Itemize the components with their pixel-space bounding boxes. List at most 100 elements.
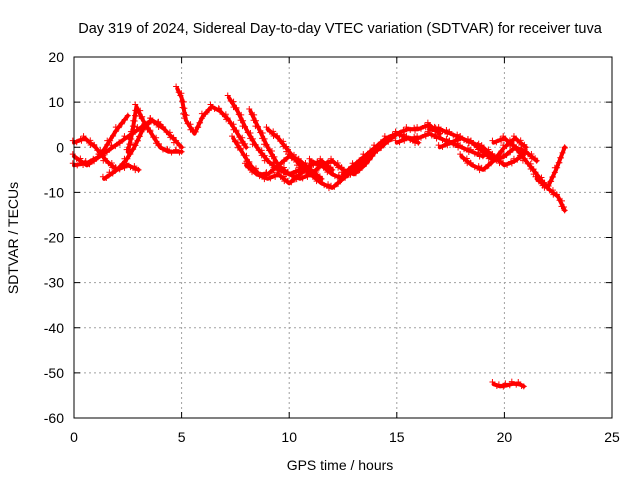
y-tick-label: -60 (44, 410, 64, 426)
data-point-marker (489, 379, 496, 386)
data-point-marker (495, 152, 502, 159)
data-point-marker (263, 155, 270, 162)
data-point-marker (181, 115, 188, 122)
data-point-marker (229, 133, 236, 140)
y-tick-label: 0 (56, 139, 64, 155)
data-point-marker (147, 115, 154, 122)
data-point-marker (450, 132, 457, 139)
data-point-marker (561, 144, 568, 151)
data-point-marker (457, 133, 464, 140)
data-point-marker (418, 125, 425, 132)
data-point-marker (180, 98, 187, 105)
data-point-marker (290, 151, 297, 158)
data-point-marker (317, 178, 324, 185)
series-band (72, 136, 141, 172)
data-point-marker (271, 153, 278, 160)
data-point-marker (224, 115, 231, 122)
series-track-5 (123, 101, 185, 156)
data-point-marker (478, 164, 485, 171)
data-point-marker (338, 169, 345, 176)
data-point-marker (124, 155, 131, 162)
data-point-marker (252, 169, 259, 176)
data-point-marker (508, 378, 515, 385)
data-point-marker (91, 142, 98, 149)
data-point-marker (137, 107, 144, 114)
x-tick-label: 15 (389, 429, 405, 445)
data-point-marker (328, 169, 335, 176)
data-point-marker (241, 124, 248, 131)
data-point-marker (299, 170, 306, 177)
data-point-marker (530, 166, 537, 173)
data-point-marker (147, 128, 154, 135)
data-point-marker (192, 128, 199, 135)
data-point-marker (144, 121, 151, 128)
data-point-marker (520, 383, 527, 390)
data-point-marker (261, 152, 268, 159)
data-point-marker (233, 128, 240, 135)
data-point-marker (396, 130, 403, 137)
data-point-marker (478, 142, 485, 149)
data-point-marker (280, 138, 287, 145)
data-point-marker (415, 139, 422, 146)
data-point-marker (428, 126, 435, 133)
y-tick-label: 20 (48, 49, 64, 65)
data-point-marker (178, 148, 185, 155)
data-point-marker (107, 137, 114, 144)
data-point-marker (306, 155, 313, 162)
data-point-marker (118, 120, 125, 127)
data-point-marker (495, 381, 502, 388)
data-point-marker (285, 146, 291, 153)
data-point-marker (164, 146, 171, 153)
data-point-marker (433, 127, 440, 134)
data-point-marker (233, 106, 240, 113)
data-point-marker (510, 155, 517, 162)
data-point-marker (385, 134, 392, 141)
data-point-marker (127, 151, 134, 158)
data-point-marker (141, 120, 148, 127)
data-point-marker (263, 173, 270, 180)
data-point-marker (74, 162, 81, 169)
data-point-marker (138, 124, 145, 131)
series-band (459, 136, 528, 172)
data-point-marker (439, 128, 446, 135)
series-track-3 (69, 112, 131, 168)
data-point-marker (131, 163, 138, 170)
data-point-marker (126, 141, 133, 148)
data-point-marker (446, 128, 453, 135)
data-point-marker (94, 154, 101, 161)
y-tick-label: -10 (44, 184, 64, 200)
data-point-marker (157, 121, 164, 128)
data-point-marker (467, 146, 474, 153)
data-point-marker (288, 173, 295, 180)
data-point-marker (561, 207, 568, 214)
data-point-marker (116, 140, 123, 147)
data-point-marker (230, 98, 237, 105)
data-point-marker (482, 165, 489, 172)
data-point-marker (139, 113, 146, 120)
data-point-marker (435, 124, 442, 131)
data-point-marker (112, 143, 119, 150)
data-point-marker (428, 132, 435, 139)
data-point-marker (407, 126, 414, 133)
data-point-marker (403, 133, 410, 140)
data-point-marker (367, 149, 374, 156)
y-tick-label: -30 (44, 275, 64, 291)
series-track-20 (489, 378, 527, 390)
data-point-marker (401, 128, 408, 135)
data-point-marker (91, 158, 98, 165)
data-point-marker (498, 137, 505, 144)
data-point-marker (240, 152, 247, 159)
data-point-marker (432, 124, 439, 131)
data-point-marker (272, 173, 279, 180)
data-point-marker (274, 133, 281, 140)
data-point-marker (521, 155, 528, 162)
data-point-marker (90, 157, 97, 164)
data-point-marker (242, 140, 249, 147)
data-point-marker (554, 191, 560, 198)
data-point-marker (246, 106, 253, 113)
data-point-marker (155, 142, 162, 149)
data-point-marker (285, 169, 291, 176)
data-point-marker (422, 133, 429, 140)
